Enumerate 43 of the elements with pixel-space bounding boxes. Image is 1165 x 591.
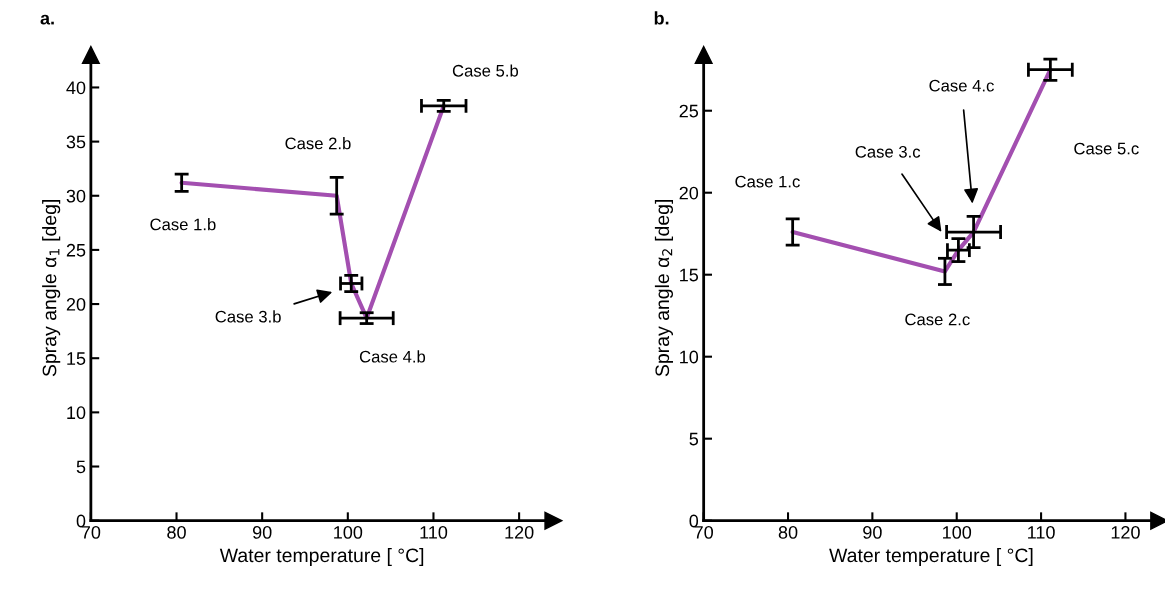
y-tick-label: 15 — [67, 352, 86, 365]
y-axis-title: Spray angle α$_{1}$ [deg] — [42, 200, 61, 377]
x-axis-title: Water temperature [ °C] — [219, 547, 424, 567]
annotation: Case 2.c — [905, 313, 970, 326]
y-tick-label: 35 — [66, 135, 86, 149]
x-tick-label: 80 — [167, 526, 186, 539]
annotation: Case 1.b — [150, 218, 216, 231]
annotation: Case 3.c — [855, 145, 921, 158]
y-tick-label: 25 — [679, 104, 699, 118]
x-tick-label: 70 — [694, 526, 713, 539]
x-tick-label: 90 — [863, 526, 882, 539]
y-tick-label: 30 — [66, 189, 86, 203]
y-tick-label: 0 — [689, 514, 699, 528]
x-tick-label: 120 — [1111, 526, 1140, 539]
y-tick-label: 10 — [67, 406, 86, 420]
chart-title: a. — [40, 14, 54, 25]
x-tick-label: 120 — [505, 526, 534, 539]
y-axis-title: Spray angle α$_{2}$ [deg] — [654, 200, 674, 377]
y-tick-label: 25 — [66, 243, 86, 257]
x-tick-label: 80 — [778, 526, 798, 539]
y-tick-label: 0 — [76, 514, 86, 528]
x-tick-label: 110 — [420, 526, 448, 539]
y-tick-label: 5 — [689, 432, 699, 446]
y-tick-label: 20 — [66, 298, 86, 311]
x-tick-label: 110 — [1028, 526, 1055, 539]
annotation: Case 4.b — [359, 350, 426, 363]
annotation: Case 3.b — [215, 310, 281, 323]
annotation: Case 5.b — [452, 64, 519, 77]
x-tick-label: 100 — [334, 526, 363, 539]
annotation: Case 4.c — [929, 79, 994, 92]
y-tick-label: 15 — [680, 268, 699, 282]
y-tick-label: 20 — [679, 186, 699, 200]
x-tick-label: 100 — [943, 526, 972, 539]
y-tick-label: 5 — [76, 460, 86, 474]
x-tick-label: 70 — [81, 526, 101, 539]
y-tick-label: 40 — [66, 81, 86, 95]
annotation: Case 5.c — [1074, 142, 1139, 155]
x-tick-label: 90 — [252, 526, 272, 539]
x-axis-title: Water temperature [ °C] — [829, 547, 1033, 567]
annotation: Case 2.b — [285, 137, 351, 150]
chart-title: b. — [654, 11, 669, 25]
y-tick-label: 10 — [680, 350, 699, 364]
annotation: Case 1.c — [735, 175, 800, 188]
